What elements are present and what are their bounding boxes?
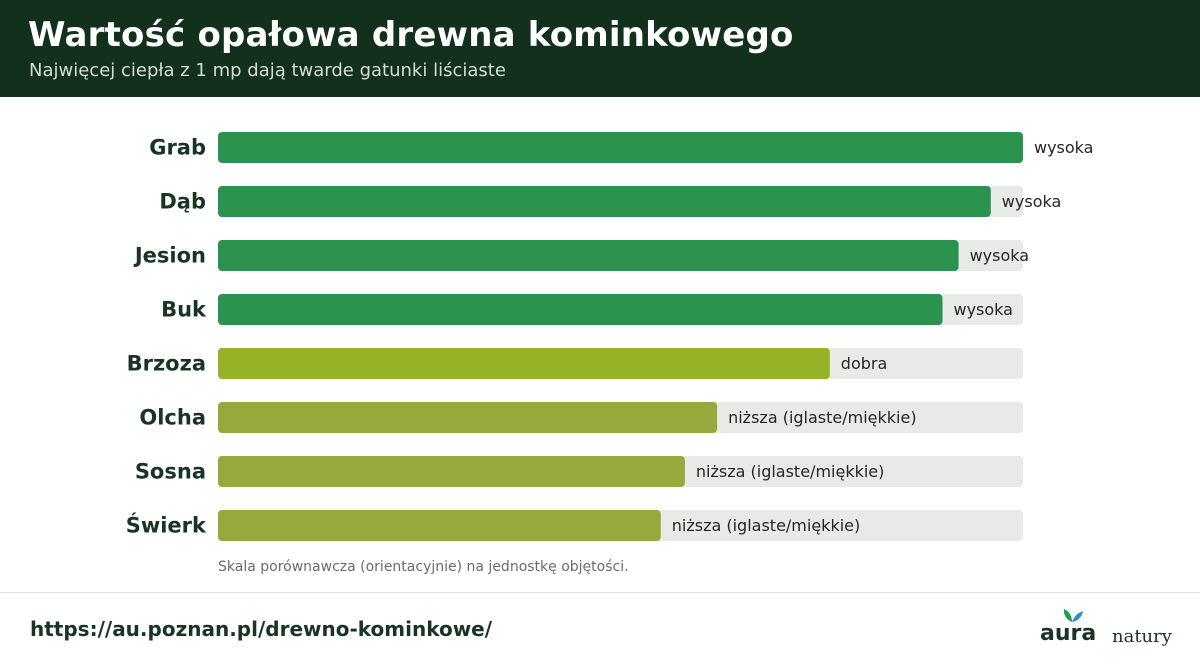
data-label: niższa (iglaste/miękkie) <box>728 408 916 427</box>
logo-tagline: natury <box>1112 626 1173 647</box>
data-label: wysoka <box>954 300 1013 319</box>
category-label: Dąb <box>159 190 206 214</box>
logo-word: aura <box>1040 621 1096 646</box>
bar <box>218 186 991 217</box>
bar <box>218 348 830 379</box>
bar <box>218 510 661 541</box>
page-subtitle: Najwięcej ciepła z 1 mp dają twarde gatu… <box>29 60 506 81</box>
category-label: Jesion <box>133 244 206 268</box>
aura-natury-logo: aura natury <box>1040 609 1173 647</box>
data-label: wysoka <box>1034 138 1093 157</box>
chart-note: Skala porównawcza (orientacyjnie) na jed… <box>218 559 629 575</box>
source-url[interactable]: https://au.poznan.pl/drewno-kominkowe/ <box>30 617 493 641</box>
leaf-icon <box>1063 609 1083 622</box>
category-label: Brzoza <box>127 352 206 376</box>
bar <box>218 402 718 433</box>
header-banner: Wartość opałowa drewna kominkowego Najwi… <box>0 0 1200 97</box>
category-label: Grab <box>149 136 206 160</box>
data-label: wysoka <box>970 246 1029 265</box>
bar <box>218 240 959 271</box>
footer-divider <box>0 592 1200 593</box>
category-label: Sosna <box>135 460 206 484</box>
page-title: Wartość opałowa drewna kominkowego <box>28 15 794 55</box>
bar <box>218 132 1023 163</box>
category-label: Buk <box>161 298 207 322</box>
bar <box>218 294 943 325</box>
category-label: Świerk <box>126 513 207 538</box>
bar-chart: Grab wysoka Dąb wysoka Jesion wysoka Buk wysoka… <box>126 132 1093 541</box>
bar <box>218 456 685 487</box>
data-label: dobra <box>841 354 887 373</box>
data-label: niższa (iglaste/miękkie) <box>672 516 860 535</box>
data-label: niższa (iglaste/miękkie) <box>696 462 884 481</box>
data-label: wysoka <box>1002 192 1061 211</box>
category-label: Olcha <box>139 406 206 430</box>
